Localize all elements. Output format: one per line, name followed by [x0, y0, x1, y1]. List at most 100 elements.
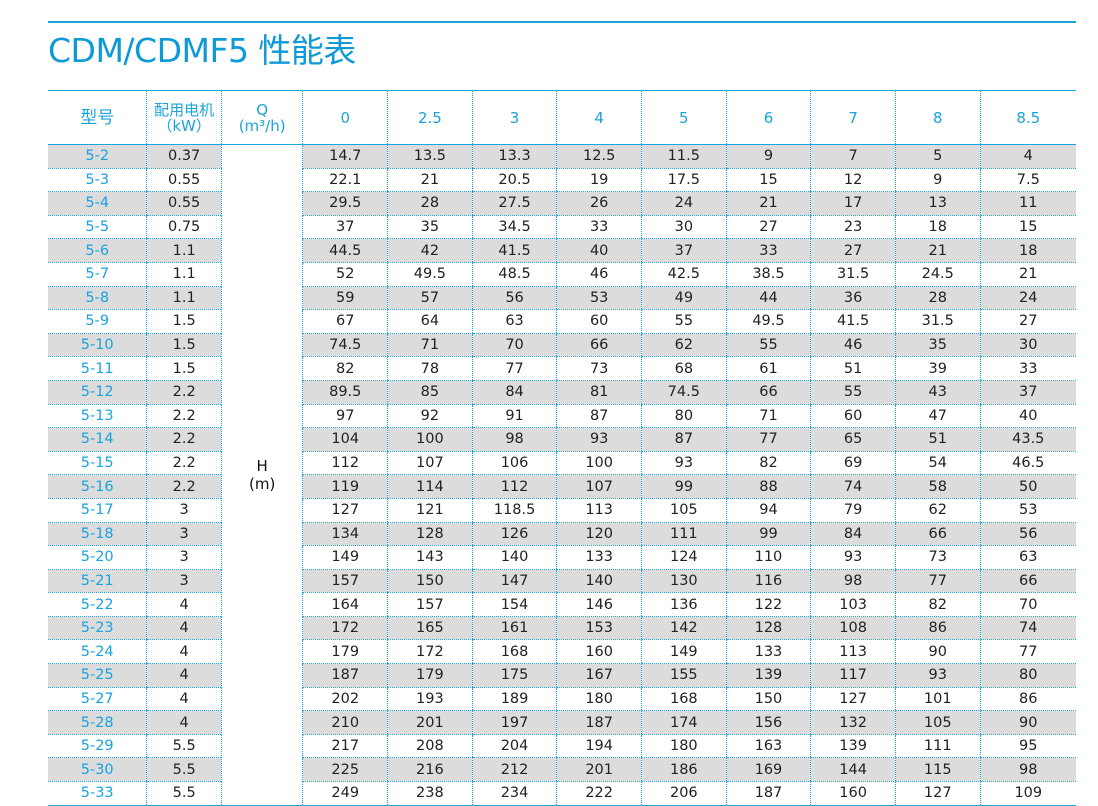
head-value-cell: 73 [556, 356, 642, 381]
head-value-cell: 116 [725, 569, 811, 594]
model-cell: 5-29 [48, 734, 147, 759]
table-row: 5-5 0.75 37 35 34.5 33 30 27 23 18 15 [48, 215, 1076, 240]
head-value-cell: 44.5 [302, 238, 388, 263]
head-value-cell: 53 [556, 286, 642, 311]
head-value-cell: 18 [979, 238, 1076, 263]
head-value-cell: 204 [471, 734, 557, 759]
head-value-cell: 67 [302, 309, 388, 334]
head-value-cell: 26 [556, 191, 642, 216]
head-value-cell: 28 [894, 286, 981, 311]
flow-header-line2: (m³/h) [238, 116, 286, 135]
head-value-cell: 87 [641, 427, 727, 452]
head-value-cell: 136 [641, 592, 727, 617]
table-row: 5-11 1.5 82 78 77 73 68 61 51 39 33 [48, 356, 1076, 381]
head-value-cell: 56 [979, 522, 1076, 547]
motor-power-cell: 4 [146, 616, 222, 641]
head-value-cell: 24 [979, 286, 1076, 311]
table-row: 5-10 1.5 74.5 71 70 66 62 55 46 35 30 [48, 333, 1076, 358]
motor-power-cell: 2.2 [146, 451, 222, 476]
head-value-cell: 7.5 [979, 168, 1076, 193]
head-value-cell: 105 [641, 498, 727, 523]
head-value-cell: 15 [979, 215, 1076, 240]
head-value-cell: 80 [979, 663, 1076, 688]
head-value-cell: 33 [556, 215, 642, 240]
head-value-cell: 194 [556, 734, 642, 759]
head-value-cell: 113 [556, 498, 642, 523]
model-cell: 5-18 [48, 522, 147, 547]
motor-power-cell: 0.75 [146, 215, 222, 240]
head-value-cell: 121 [387, 498, 473, 523]
head-value-cell: 60 [810, 404, 896, 429]
head-value-cell: 80 [641, 404, 727, 429]
motor-power-cell: 1.1 [146, 238, 222, 263]
model-cell: 5-33 [48, 781, 147, 806]
table-row: 5-18 3 134 128 126 120 111 99 84 66 56 [48, 522, 1076, 547]
motor-power-cell: 3 [146, 569, 222, 594]
head-value-cell: 238 [387, 781, 473, 806]
head-value-cell: 55 [725, 333, 811, 358]
table-row: 5-30 5.5 225 216 212 201 186 169 144 115 98 [48, 757, 1076, 783]
model-cell: 5-17 [48, 498, 147, 523]
head-value-cell: 13 [894, 191, 981, 216]
head-value-cell: 222 [556, 781, 642, 806]
head-value-cell: 117 [810, 663, 896, 688]
head-value-cell: 17.5 [641, 168, 727, 193]
head-value-cell: 27.5 [471, 191, 557, 216]
flow-value-header: 5 [641, 90, 727, 145]
head-value-cell: 46 [556, 262, 642, 287]
top-divider [48, 21, 1076, 23]
head-value-cell: 74.5 [302, 333, 388, 358]
motor-power-cell: 1.5 [146, 309, 222, 334]
head-value-cell: 37 [302, 215, 388, 240]
head-value-cell: 51 [810, 356, 896, 381]
head-value-cell: 157 [387, 592, 473, 617]
head-value-cell: 40 [979, 404, 1076, 429]
head-value-cell: 91 [471, 404, 557, 429]
table-row: 5-20 3 149 143 140 133 124 110 93 73 63 [48, 545, 1076, 570]
model-cell: 5-28 [48, 710, 147, 735]
motor-power-cell: 1.1 [146, 262, 222, 287]
motor-power-cell: 4 [146, 687, 222, 712]
head-value-cell: 140 [556, 569, 642, 594]
head-value-cell: 36 [810, 286, 896, 311]
table-row: 5-2 0.37 H (m) 14.7 13.5 13.3 12.5 11.5 9 7 5 4 [48, 144, 1076, 806]
head-value-cell: 18 [894, 215, 981, 240]
motor-power-cell: 5.5 [146, 781, 222, 806]
model-cell: 5-27 [48, 687, 147, 712]
flow-value-header: 8.5 [979, 90, 1076, 145]
head-value-cell: 113 [810, 639, 896, 665]
head-value-cell: 13.5 [387, 144, 473, 169]
head-value-cell: 66 [979, 569, 1076, 594]
head-value-cell: 155 [641, 663, 727, 688]
head-value-cell: 193 [387, 687, 473, 712]
head-value-cell: 62 [894, 498, 981, 523]
motor-power-cell: 0.37 [146, 144, 222, 169]
model-cell: 5-7 [48, 262, 147, 287]
table-row: 5-3 0.55 22.1 21 20.5 19 17.5 15 12 9 7.5 [48, 168, 1076, 193]
head-value-cell: 168 [471, 639, 557, 665]
head-value-cell: 103 [810, 592, 896, 617]
head-value-cell: 87 [556, 404, 642, 429]
head-value-cell: 12.5 [556, 144, 642, 169]
head-value-cell: 73 [894, 545, 981, 570]
motor-power-cell: 4 [146, 639, 222, 665]
head-value-cell: 234 [471, 781, 557, 806]
head-value-cell: 98 [810, 569, 896, 594]
head-label-line1: H [256, 456, 268, 475]
head-value-cell: 161 [471, 616, 557, 641]
head-value-cell: 5 [894, 144, 981, 169]
head-value-cell: 41.5 [471, 238, 557, 263]
head-value-cell: 93 [641, 451, 727, 476]
head-value-cell: 20.5 [471, 168, 557, 193]
head-value-cell: 132 [810, 710, 896, 735]
table-row: 5-13 2.2 97 92 91 87 80 71 60 47 40 [48, 404, 1076, 429]
head-value-cell: 167 [556, 663, 642, 688]
motor-power-cell: 4 [146, 663, 222, 688]
model-cell: 5-13 [48, 404, 147, 429]
model-cell: 5-10 [48, 333, 147, 358]
head-value-cell: 65 [810, 427, 896, 452]
head-value-cell: 82 [302, 356, 388, 381]
head-value-cell: 35 [894, 333, 981, 358]
head-value-cell: 165 [387, 616, 473, 641]
table-row: 5-25 4 187 179 175 167 155 139 117 93 80 [48, 663, 1076, 688]
